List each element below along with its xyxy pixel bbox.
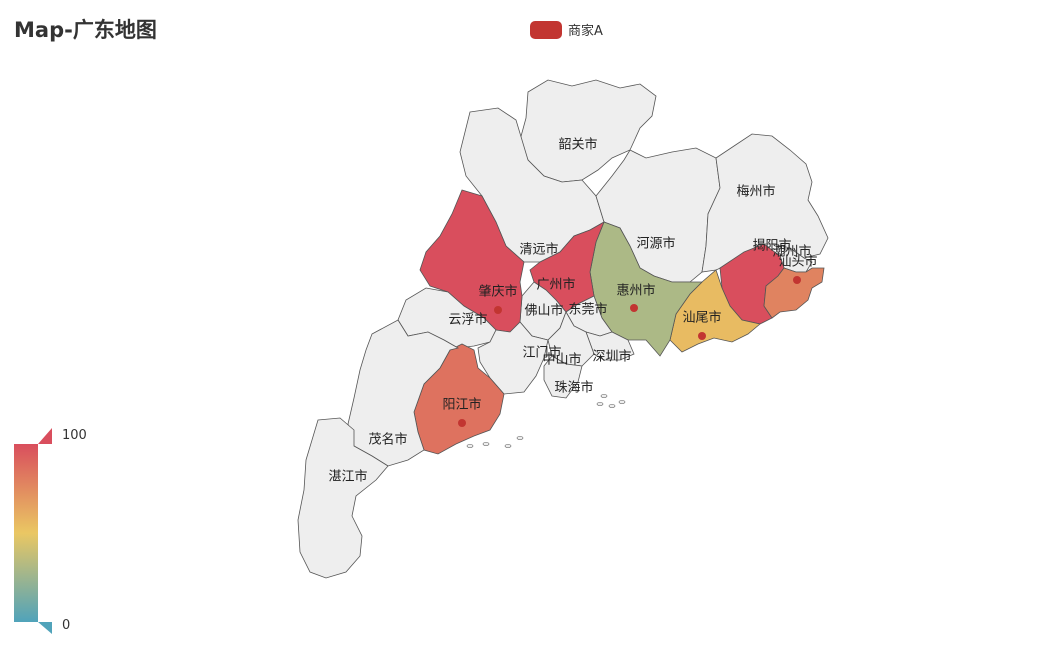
island: [596, 402, 604, 406]
region-11[interactable]: [585, 331, 635, 361]
scatter-marker[interactable]: [793, 276, 801, 284]
region-label: 潮州市: [772, 244, 811, 260]
region-label: 河源市: [636, 236, 675, 252]
region-label: 中山市: [542, 352, 581, 368]
region-label: 茂名市: [368, 432, 407, 448]
legend-swatch: [530, 20, 562, 39]
region-label: 广州市: [536, 277, 575, 293]
region-label: 阳江市: [442, 397, 481, 413]
island: [466, 444, 474, 448]
visual-map-min-label: 0: [62, 618, 71, 633]
island: [608, 404, 616, 408]
legend-label: 商家A: [568, 24, 603, 39]
region-label: 清远市: [519, 242, 558, 258]
region-label: 珠海市: [554, 380, 593, 396]
visual-map[interactable]: 100 0: [14, 428, 87, 638]
scatter-marker[interactable]: [698, 332, 706, 340]
region-label: 惠州市: [616, 283, 655, 299]
region-label: 佛山市: [524, 303, 563, 319]
visual-map-gradient-bar[interactable]: [14, 444, 38, 622]
scatter-marker[interactable]: [458, 419, 466, 427]
region-6[interactable]: [763, 267, 825, 319]
visual-map-max-handle[interactable]: [38, 428, 52, 444]
scatter-marker[interactable]: [630, 304, 638, 312]
region-label: 肇庆市: [478, 284, 517, 300]
scatter-marker[interactable]: [494, 306, 502, 314]
region-label: 梅州市: [736, 184, 775, 200]
region-19[interactable]: [347, 319, 460, 467]
legend-item-merchant-a[interactable]: 商家A: [530, 20, 603, 39]
region-label: 江门市: [522, 345, 561, 361]
region-label: 汕头市: [778, 254, 817, 270]
map-title: Map-广东地图: [14, 18, 157, 42]
region-label: 东莞市: [568, 302, 607, 318]
island: [516, 436, 524, 440]
island: [618, 400, 626, 404]
visual-map-min-handle[interactable]: [38, 622, 52, 634]
region-label: 深圳市: [592, 349, 631, 365]
region-label: 湛江市: [328, 469, 367, 485]
region-label: 揭阳市: [752, 238, 791, 254]
region-label: 汕尾市: [682, 310, 721, 326]
island: [504, 444, 512, 448]
region-20[interactable]: [297, 417, 389, 579]
island: [482, 442, 490, 446]
visual-map-max-label: 100: [62, 428, 87, 443]
region-label: 韶关市: [558, 137, 597, 153]
region-17[interactable]: [543, 355, 583, 399]
island: [600, 394, 608, 398]
region-label: 云浮市: [448, 312, 487, 328]
